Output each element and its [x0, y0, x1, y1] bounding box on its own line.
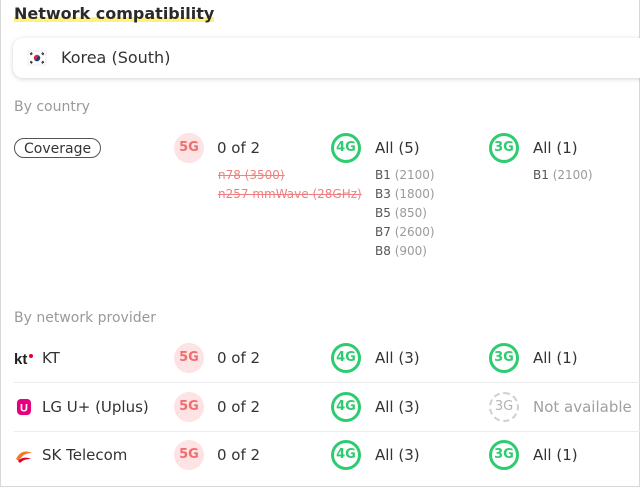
4g-badge: 4G [331, 440, 361, 470]
3g-badge: 3G [489, 440, 519, 470]
sk-4g-value: All (3) [375, 446, 420, 464]
4g-band: B5 (850) [375, 206, 427, 220]
4g-summary: All (5) [375, 139, 420, 157]
3g-band: B1 (2100) [533, 168, 593, 182]
row-divider [14, 382, 640, 383]
lg-3g-value: Not available [533, 398, 632, 416]
korea-flag-icon [27, 50, 47, 66]
sk-telecom-logo-icon [16, 451, 32, 463]
kt-logo-icon: kt [14, 351, 33, 368]
5g-band: n257 mmWave (28GHz) [218, 187, 362, 201]
4g-badge: 4G [331, 392, 361, 422]
3g-badge: 3G [489, 133, 519, 163]
country-name: Korea (South) [61, 48, 171, 67]
5g-summary: 0 of 2 [217, 139, 261, 157]
by-provider-label: By network provider [14, 310, 156, 326]
5g-badge: 5G [174, 343, 204, 373]
kt-5g-value: 0 of 2 [217, 349, 261, 367]
4g-band: B7 (2600) [375, 225, 435, 239]
5g-band: n78 (3500) [218, 168, 285, 182]
3g-badge: 3G [489, 343, 519, 373]
provider-name-sk-telecom: SK Telecom [42, 446, 128, 464]
lg-4g-value: All (3) [375, 398, 420, 416]
country-selector[interactable]: Korea (South) [13, 38, 640, 78]
sk-3g-value: All (1) [533, 446, 578, 464]
by-country-label: By country [14, 99, 90, 115]
4g-band: B1 (2100) [375, 168, 435, 182]
5g-badge: 5G [174, 440, 204, 470]
5g-badge: 5G [174, 392, 204, 422]
sk-5g-value: 0 of 2 [217, 446, 261, 464]
4g-band: B3 (1800) [375, 187, 435, 201]
svg-text:kt: kt [14, 351, 27, 368]
4g-badge: 4G [331, 133, 361, 163]
coverage-pill: Coverage [14, 138, 102, 158]
lg-5g-value: 0 of 2 [217, 398, 261, 416]
3g-badge-unavailable: 3G [489, 392, 519, 422]
lg-uplus-logo-icon: U [17, 399, 31, 415]
4g-band: B8 (900) [375, 244, 427, 258]
3g-summary: All (1) [533, 139, 578, 157]
row-divider [14, 431, 640, 432]
svg-text:U: U [20, 403, 28, 415]
section-title: Network compatibility [14, 4, 215, 23]
kt-3g-value: All (1) [533, 349, 578, 367]
kt-4g-value: All (3) [375, 349, 420, 367]
provider-name-kt: KT [42, 349, 60, 367]
provider-name-lg-uplus: LG U+ (Uplus) [42, 398, 149, 416]
5g-badge: 5G [174, 133, 204, 163]
4g-badge: 4G [331, 343, 361, 373]
